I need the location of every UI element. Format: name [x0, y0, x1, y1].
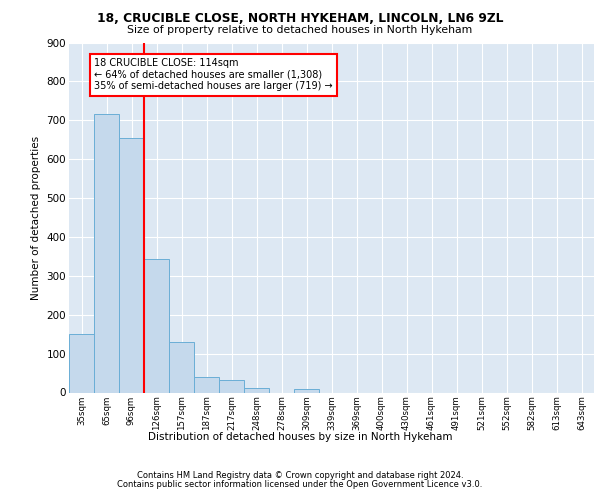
- Bar: [119, 138, 144, 392]
- Text: Size of property relative to detached houses in North Hykeham: Size of property relative to detached ho…: [127, 25, 473, 35]
- Text: Contains public sector information licensed under the Open Government Licence v3: Contains public sector information licen…: [118, 480, 482, 489]
- Text: 18 CRUCIBLE CLOSE: 114sqm
← 64% of detached houses are smaller (1,308)
35% of se: 18 CRUCIBLE CLOSE: 114sqm ← 64% of detac…: [94, 58, 332, 92]
- Text: Distribution of detached houses by size in North Hykeham: Distribution of detached houses by size …: [148, 432, 452, 442]
- Bar: [144, 259, 169, 392]
- Text: 18, CRUCIBLE CLOSE, NORTH HYKEHAM, LINCOLN, LN6 9ZL: 18, CRUCIBLE CLOSE, NORTH HYKEHAM, LINCO…: [97, 12, 503, 24]
- Y-axis label: Number of detached properties: Number of detached properties: [31, 136, 41, 300]
- Bar: [219, 380, 244, 392]
- Bar: [194, 377, 219, 392]
- Bar: [69, 334, 94, 392]
- Bar: [169, 342, 194, 392]
- Bar: [94, 114, 119, 392]
- Text: Contains HM Land Registry data © Crown copyright and database right 2024.: Contains HM Land Registry data © Crown c…: [137, 471, 463, 480]
- Bar: [244, 388, 269, 392]
- Bar: [294, 389, 319, 392]
